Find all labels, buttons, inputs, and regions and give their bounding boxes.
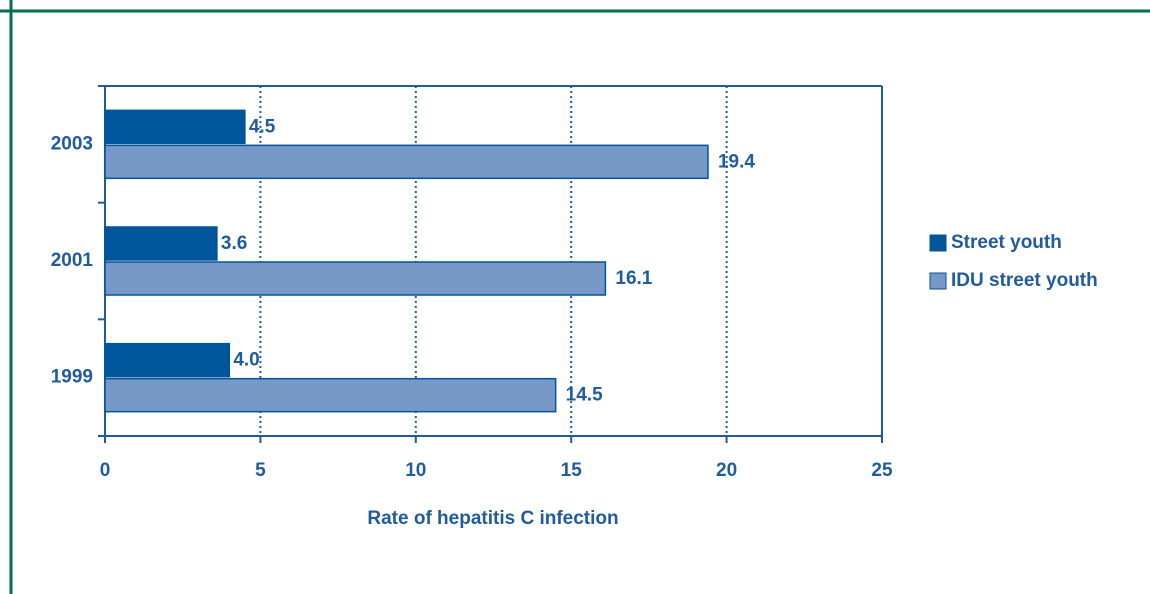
value-label: 4.5	[249, 116, 276, 137]
y-tick-label: 2001	[51, 250, 94, 271]
y-tick-label: 2003	[51, 133, 93, 154]
legend-swatch	[929, 272, 947, 290]
value-label: 16.1	[615, 268, 652, 289]
x-tick-label: 5	[255, 460, 266, 481]
x-tick-label: 0	[100, 460, 111, 481]
value-label: 3.6	[221, 233, 247, 254]
bar	[104, 109, 246, 145]
x-axis-label: Rate of hepatitis C infection	[367, 508, 618, 529]
legend-swatch	[929, 234, 947, 252]
x-tick-label: 20	[716, 460, 737, 481]
x-tick-label: 10	[405, 460, 426, 481]
legend-label: Street youth	[951, 232, 1062, 253]
y-tick-label: 1999	[51, 367, 93, 388]
bar	[104, 342, 231, 378]
value-label: 4.0	[233, 350, 259, 371]
bar	[104, 226, 218, 261]
bar	[104, 377, 557, 413]
value-label: 19.4	[718, 151, 755, 172]
x-tick-label: 15	[561, 460, 583, 481]
x-tick-label: 25	[871, 460, 893, 481]
bar	[104, 261, 607, 296]
legend-label: IDU street youth	[951, 270, 1098, 291]
bar	[104, 144, 709, 180]
value-label: 14.5	[566, 385, 603, 406]
